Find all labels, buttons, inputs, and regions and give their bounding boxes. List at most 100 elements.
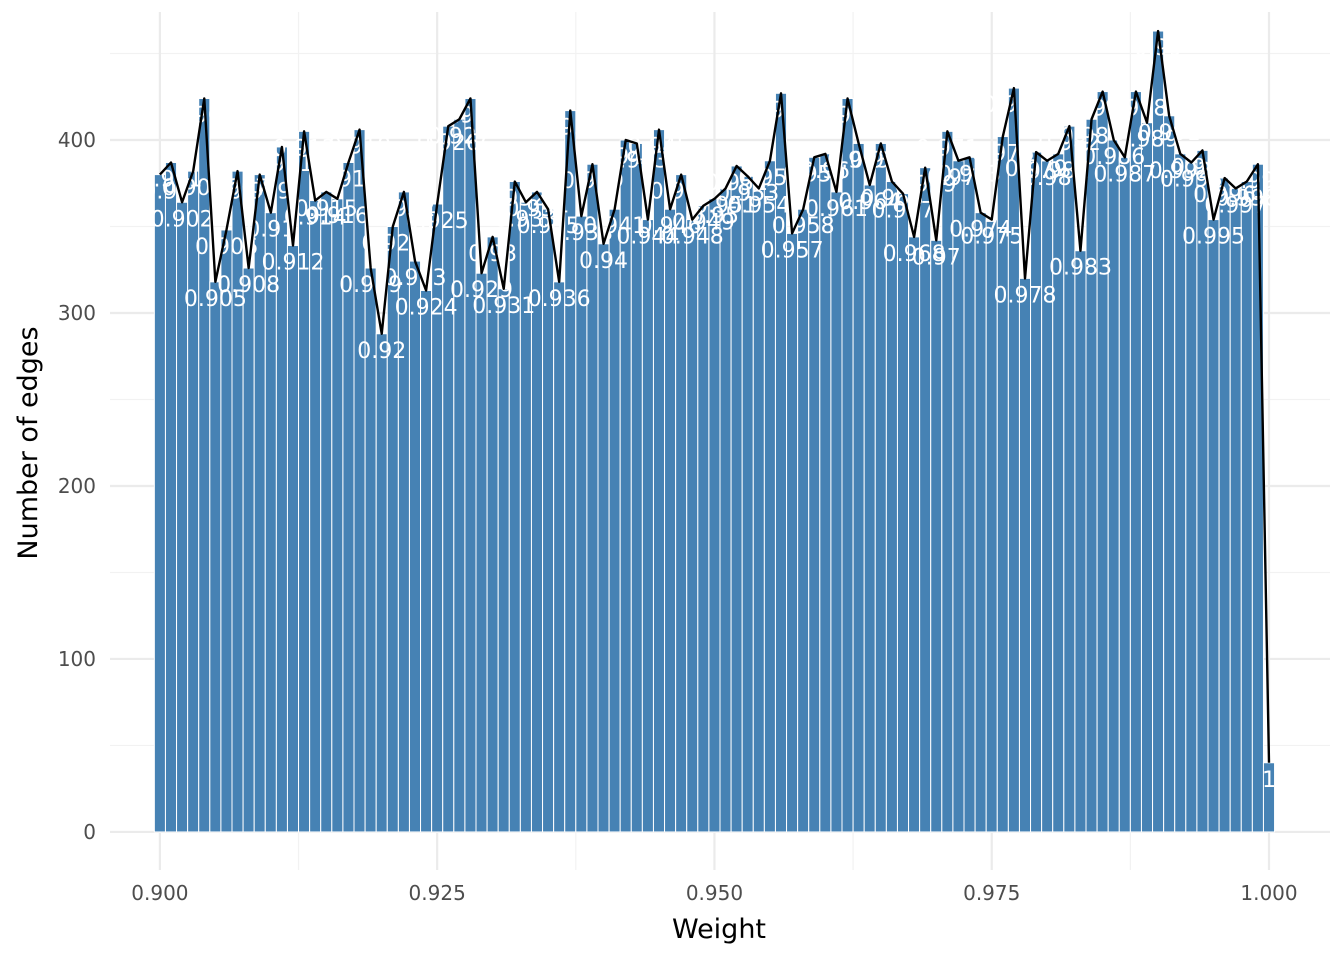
bar-label: 0.939 [561, 169, 624, 194]
bar [885, 181, 898, 833]
bar-label: 0.919 [339, 273, 402, 298]
bar-label: 0.952 [705, 171, 768, 196]
bar-label: 0.924 [395, 296, 458, 321]
bar-label: 0.974 [949, 218, 1012, 243]
bar-label: 0.905 [184, 287, 247, 312]
bar [1185, 161, 1198, 833]
bar-label: 0.926 [417, 131, 480, 156]
bar [286, 245, 300, 833]
bar-label: 0.981 [1027, 159, 1090, 184]
bar [1129, 91, 1142, 833]
bar-label: 0.995 [1182, 225, 1245, 250]
bar [974, 212, 987, 833]
y-tick-label: 0 [83, 820, 96, 844]
bar [675, 174, 688, 833]
bar [1240, 181, 1253, 833]
y-axis-title: Number of edges [13, 326, 44, 559]
bar-label: 0.935 [517, 214, 580, 239]
y-tick-label: 400 [58, 128, 96, 152]
bar-label: 0.908 [217, 273, 280, 298]
bar-label: 0.947 [650, 180, 713, 205]
bar-label: 0.992 [1149, 159, 1212, 184]
bar-label: 0.968 [883, 242, 946, 267]
bar [1074, 250, 1087, 833]
bar [1030, 151, 1043, 833]
x-tick-label: 0.950 [686, 881, 743, 905]
bar [830, 191, 843, 833]
bar [730, 165, 743, 833]
bar [985, 219, 998, 833]
bar-label: 0.996 [1193, 183, 1256, 208]
x-tick-label: 0.925 [409, 881, 466, 905]
bar-label: 0.95 [690, 204, 739, 229]
bar-label: 0.912 [262, 251, 325, 276]
bar [641, 219, 654, 833]
bar [1063, 125, 1076, 833]
bar [408, 260, 422, 833]
bar-label: 0.976 [971, 142, 1034, 167]
bar [963, 156, 976, 833]
bar-label: 0.965 [849, 148, 912, 173]
bar [697, 205, 710, 833]
bar [686, 219, 699, 833]
bar-label: 0.961 [805, 197, 868, 222]
bar [1085, 118, 1098, 833]
bar [1118, 156, 1131, 833]
y-tick-label: 100 [58, 647, 96, 671]
bar [242, 267, 255, 833]
bar [320, 191, 333, 833]
bar [1218, 177, 1231, 833]
bar [497, 288, 510, 833]
x-axis-ticks: 0.900 0.925 0.950 0.975 1.000 [131, 881, 1297, 905]
bar-label: 0.991 [1138, 121, 1201, 146]
bar [752, 187, 765, 833]
bar-label: 0.936 [528, 287, 591, 312]
bar-label: 0.966 [860, 187, 923, 212]
bar [664, 208, 677, 833]
bar [298, 130, 311, 833]
histogram-bars [153, 30, 1276, 833]
bar-label: 0.922 [372, 197, 435, 222]
bar [896, 193, 910, 833]
bar [486, 236, 499, 833]
bar-label: 0.954 [727, 193, 790, 218]
bar-label: 0.941 [583, 214, 646, 239]
bar-label: 0.943 [605, 148, 668, 173]
bar-label: 0.958 [772, 214, 835, 239]
bar-label: 0.923 [384, 266, 447, 291]
bar-label: 0.917 [317, 167, 380, 192]
bar-label: 0.97 [912, 245, 961, 270]
bar-label: 0.983 [1049, 256, 1112, 281]
bar [164, 161, 178, 833]
bar-label: 0.927 [428, 124, 491, 149]
bar-label: 0.944 [616, 225, 679, 250]
y-axis-ticks: 0 100 200 300 400 [58, 128, 96, 844]
y-tick-label: 300 [58, 301, 96, 325]
bar [1207, 219, 1220, 833]
bar-label: 0.9 [142, 180, 177, 205]
bar [220, 229, 233, 833]
bar [1229, 187, 1242, 833]
bar-label: 1 [1262, 768, 1276, 793]
bar [1174, 153, 1187, 833]
bar-label: 0.994 [1171, 155, 1234, 180]
bar [375, 333, 388, 833]
bar [741, 175, 754, 833]
bar-label: 0.93 [468, 242, 517, 267]
bar [852, 142, 865, 833]
bar [797, 208, 810, 833]
bar [1007, 87, 1020, 833]
x-tick-label: 0.975 [963, 881, 1020, 905]
bar-label: 0.987 [1093, 162, 1156, 187]
y-tick-label: 200 [58, 474, 96, 498]
bar [1018, 277, 1032, 833]
bar-label: 0.967 [872, 199, 935, 224]
bar-label: 0.942 [594, 145, 657, 170]
bar [608, 208, 621, 833]
bar-label: 0.931 [472, 294, 535, 319]
count-line [159, 29, 1271, 763]
bar-label: 0.998 [1215, 187, 1278, 212]
bar [420, 290, 433, 833]
bar-label: 0.985 [1071, 97, 1134, 122]
bar [309, 200, 322, 833]
